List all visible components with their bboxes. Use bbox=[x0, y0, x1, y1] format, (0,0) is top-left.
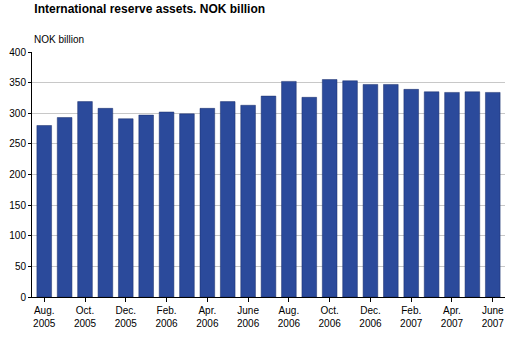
svg-text:Aug.2006: Aug.2006 bbox=[278, 305, 301, 329]
svg-text:Oct.2005: Oct.2005 bbox=[74, 305, 97, 329]
svg-text:Feb.2006: Feb.2006 bbox=[155, 305, 178, 329]
svg-text:June2007: June2007 bbox=[482, 305, 505, 329]
svg-text:Apr.2007: Apr.2007 bbox=[441, 305, 464, 329]
svg-text:50: 50 bbox=[15, 261, 27, 272]
svg-text:300: 300 bbox=[9, 108, 26, 119]
svg-text:0: 0 bbox=[20, 292, 26, 303]
svg-text:200: 200 bbox=[9, 169, 26, 180]
svg-text:Oct.2006: Oct.2006 bbox=[319, 305, 342, 329]
svg-text:250: 250 bbox=[9, 138, 26, 149]
svg-text:June2006: June2006 bbox=[237, 305, 260, 329]
svg-text:Dec.2006: Dec.2006 bbox=[359, 305, 382, 329]
svg-text:350: 350 bbox=[9, 77, 26, 88]
svg-text:International reserve assets.: International reserve assets. NOK billio… bbox=[34, 2, 265, 16]
svg-text:Dec.2005: Dec.2005 bbox=[115, 305, 138, 329]
svg-text:NOK billion: NOK billion bbox=[34, 34, 84, 45]
svg-text:Feb.2007: Feb.2007 bbox=[400, 305, 423, 329]
svg-text:400: 400 bbox=[9, 47, 26, 58]
svg-text:150: 150 bbox=[9, 200, 26, 211]
svg-text:Aug.2005: Aug.2005 bbox=[33, 305, 56, 329]
svg-text:100: 100 bbox=[9, 230, 26, 241]
svg-text:Apr.2006: Apr.2006 bbox=[196, 305, 219, 329]
